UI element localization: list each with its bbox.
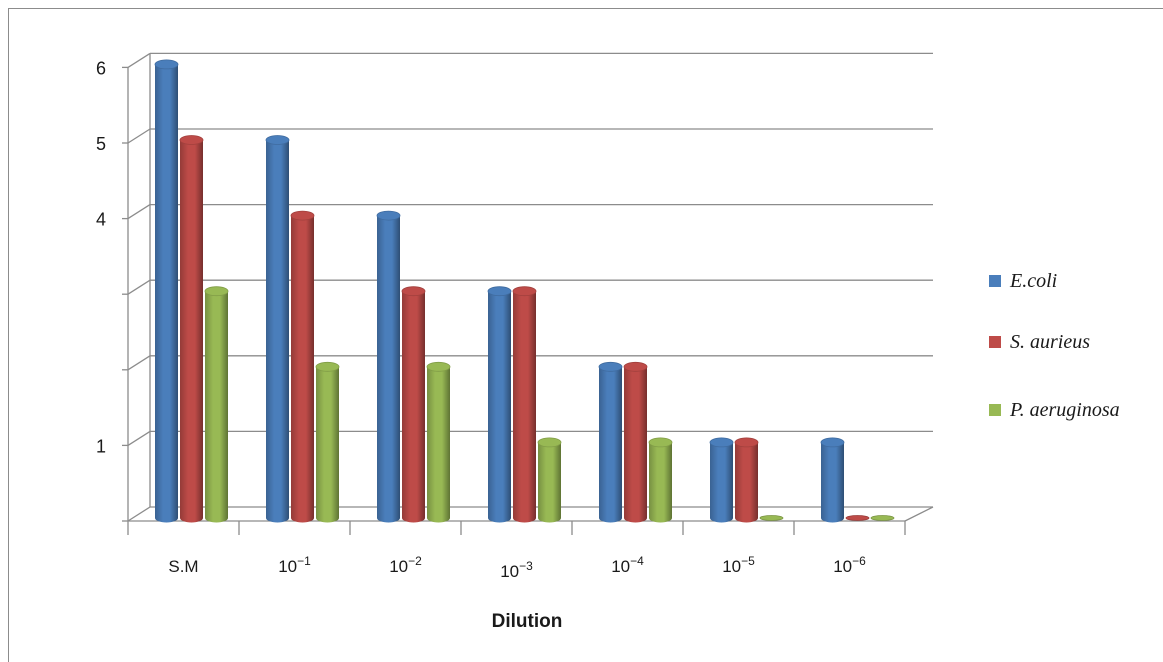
- bar-s-aurieus-4: [623, 361, 648, 523]
- bar-p-aeruginosa-4: [648, 437, 673, 523]
- bar-e-coli-0: [154, 59, 179, 523]
- legend-item: P. aeruginosa: [989, 399, 1120, 421]
- bar-s-aurieus-2: [401, 286, 426, 523]
- y-tick-label: 4: [96, 210, 106, 230]
- bar-p-aeruginosa-1: [315, 361, 340, 523]
- legend-label: P. aeruginosa: [1009, 399, 1120, 421]
- x-tick-label: 10−6: [833, 554, 866, 576]
- bar-p-aeruginosa-0: [204, 286, 229, 523]
- gridline-depth: [127, 279, 151, 295]
- bar-e-coli-4: [598, 361, 623, 523]
- x-tick-label: 10−4: [611, 554, 644, 576]
- bar-s-aurieus-6: [845, 515, 870, 521]
- y-tick-label: 5: [96, 134, 106, 154]
- bar-s-aurieus-3: [512, 286, 537, 523]
- bar-e-coli-5: [709, 437, 734, 523]
- bar-s-aurieus-5: [734, 437, 759, 523]
- gridline-depth: [127, 430, 151, 446]
- bar-e-coli-2: [376, 210, 401, 523]
- legend-swatch: [989, 336, 1001, 348]
- bar-p-aeruginosa-5: [759, 515, 784, 521]
- bar-p-aeruginosa-2: [426, 361, 451, 523]
- x-tick-label: S.M: [168, 557, 198, 576]
- y-tick-label: 1: [96, 436, 106, 456]
- bar-e-coli-3: [487, 286, 512, 523]
- x-tick-label: 10−5: [722, 554, 755, 576]
- gridline-depth: [127, 128, 151, 144]
- legend-swatch: [989, 275, 1001, 287]
- legend-swatch: [989, 404, 1001, 416]
- bar-s-aurieus-1: [290, 210, 315, 523]
- x-axis-title: Dilution: [492, 611, 563, 632]
- legend: E.coli S. aurieus P. aeruginosa: [989, 270, 1120, 421]
- gridline-depth: [127, 204, 151, 220]
- legend-item: E.coli: [989, 270, 1057, 292]
- bar-e-coli-6: [820, 437, 845, 523]
- bar-s-aurieus-0: [179, 135, 204, 523]
- bar-p-aeruginosa-6: [870, 515, 895, 521]
- y-tick-label: 6: [96, 58, 106, 78]
- legend-label: E.coli: [1009, 270, 1057, 292]
- gridline-depth: [127, 506, 151, 522]
- gridline-depth: [127, 52, 151, 68]
- tick-labels: 1 4 5 6 S.M 10−1 10−2 10−3 10−4 10−5 10−6: [96, 58, 866, 581]
- x-tick-label: 10−2: [389, 554, 422, 576]
- floor-edge: [904, 506, 934, 522]
- x-tick-label: 10−3: [500, 559, 533, 581]
- legend-item: S. aurieus: [989, 331, 1090, 353]
- gridline-depth: [127, 355, 151, 371]
- x-tick-label: 10−1: [278, 554, 311, 576]
- chart-frame: [8, 8, 1163, 662]
- legend-label: S. aurieus: [1010, 331, 1090, 353]
- bar-p-aeruginosa-3: [537, 437, 562, 523]
- bars: [154, 59, 895, 523]
- bar-e-coli-1: [265, 135, 290, 523]
